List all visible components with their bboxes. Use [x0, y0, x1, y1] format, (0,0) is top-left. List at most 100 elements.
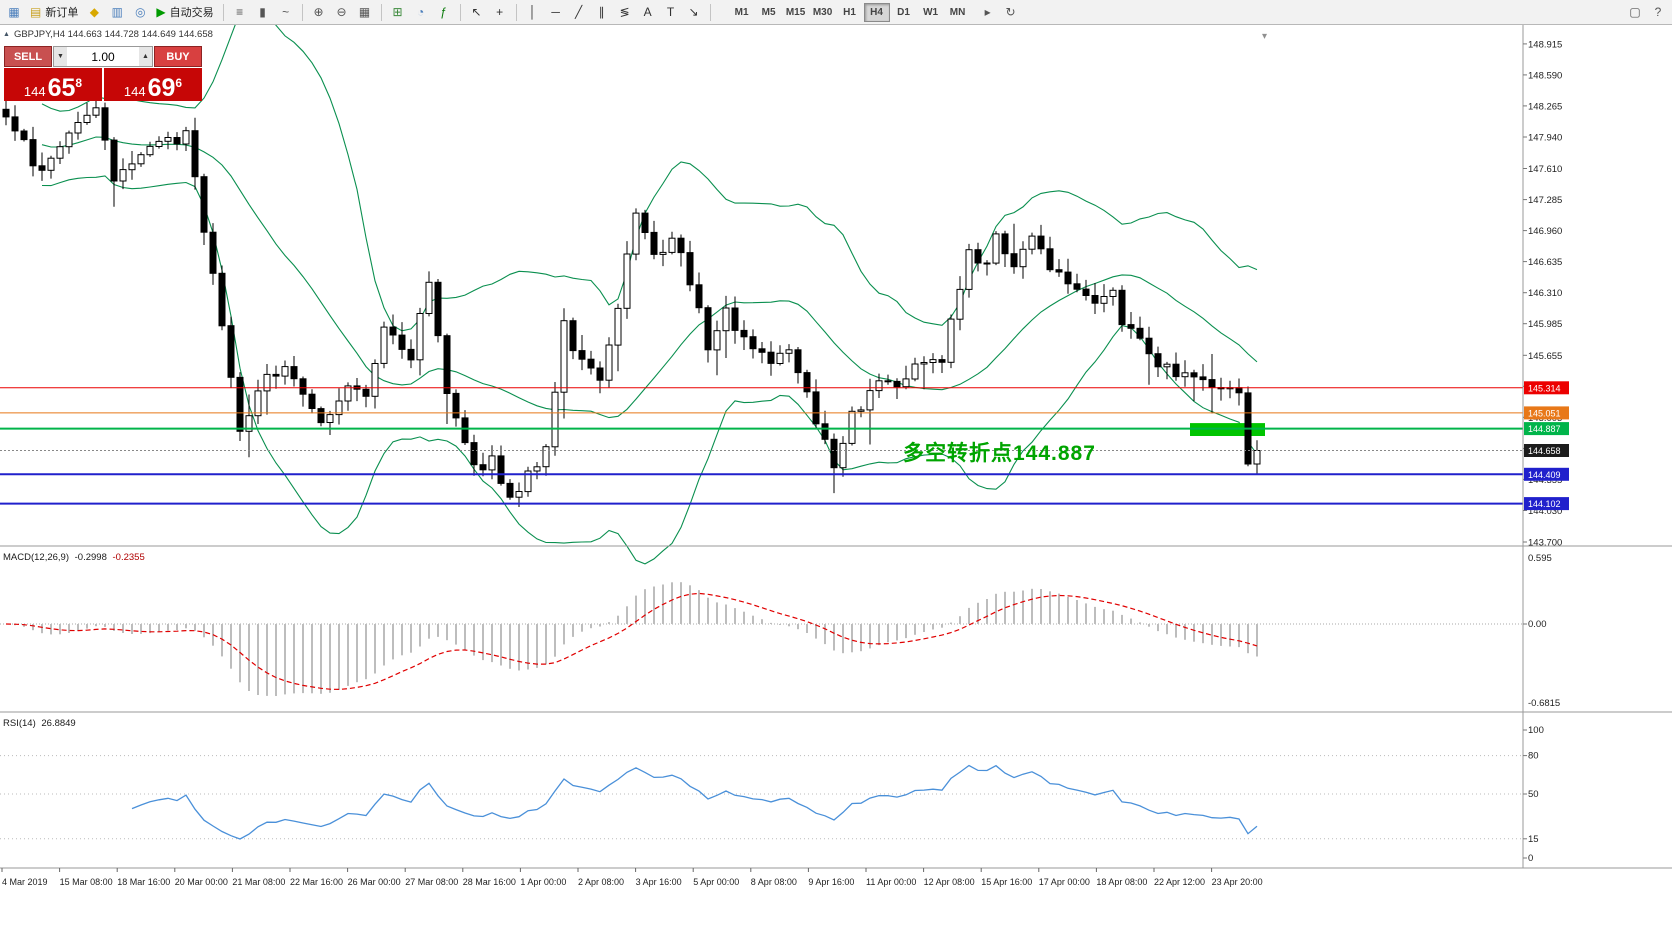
horizontal-line-icon[interactable]: ─	[545, 2, 567, 23]
toolbar-separator	[515, 3, 517, 21]
macd-indicator-label: MACD(12,26,9) -0.2998 -0.2355	[3, 552, 145, 563]
channel-icon: ∥	[598, 5, 605, 19]
current-price-label	[1524, 444, 1569, 457]
new-window-icon: ▢	[1629, 5, 1641, 19]
help-icon: ?	[1654, 5, 1662, 19]
new-window-icon[interactable]: ▢	[1624, 2, 1646, 23]
toolbar-separator	[459, 3, 461, 21]
toolbar-right: ▸ ↻	[977, 2, 1022, 23]
current-price-label-text: 144.658	[1528, 446, 1561, 456]
bid-price-display[interactable]: 144 65 8	[4, 68, 102, 101]
auto-scroll-icon[interactable]: ↻	[1000, 2, 1022, 23]
zoom-out-icon[interactable]: ⊖	[331, 2, 353, 23]
timeframe-w1-button[interactable]: W1	[918, 3, 944, 22]
buy-button[interactable]: BUY	[154, 46, 202, 67]
market-watch-icon[interactable]: ▥	[106, 2, 128, 23]
toolbar-separator	[709, 3, 711, 21]
price-level-label	[1524, 406, 1569, 420]
timeframe-h1-button[interactable]: H1	[837, 3, 863, 22]
price-axis-label: 148.265	[1528, 101, 1562, 112]
macd-main-value: -0.2998	[74, 552, 107, 563]
date-axis-label: 3 Apr 16:00	[636, 877, 682, 887]
date-axis-label: 17 Apr 00:00	[1039, 877, 1090, 887]
date-axis-label: 12 Apr 08:00	[924, 877, 975, 887]
timeframe-d1-button[interactable]: D1	[891, 3, 917, 22]
period-clock-icon[interactable]: ◔	[410, 2, 432, 23]
new-order-button[interactable]: ▤ 新订单	[26, 2, 82, 23]
vertical-line-icon[interactable]: │	[522, 2, 544, 23]
price-level-label	[1524, 381, 1569, 395]
price-level-label-text: 144.409	[1528, 470, 1561, 480]
new-order-button-label: 新订单	[45, 7, 79, 19]
price-level-label-text: 144.102	[1528, 499, 1561, 509]
label-tool-icon[interactable]: T	[660, 2, 682, 23]
date-axis-label: 15 Apr 16:00	[981, 877, 1032, 887]
volume-increase-button[interactable]: ▲	[139, 47, 152, 66]
fibonacci-icon[interactable]: ≶	[614, 2, 636, 23]
price-level-label-text: 145.314	[1528, 383, 1561, 393]
timeframe-m5-button[interactable]: M5	[756, 3, 782, 22]
ask-price-display[interactable]: 144 69 6	[104, 68, 202, 101]
bar-chart-icon[interactable]: ≡	[229, 2, 251, 23]
auto-trading-button[interactable]: ▶ 自动交易	[152, 2, 217, 23]
horizontal-line-icon: ─	[551, 5, 560, 19]
help-icon[interactable]: ?	[1647, 2, 1669, 23]
channel-icon[interactable]: ∥	[591, 2, 613, 23]
sell-button[interactable]: SELL	[4, 46, 52, 67]
cursor-icon: ↖	[471, 5, 482, 19]
arrows-tool-icon: ↘	[688, 5, 699, 19]
timeframe-h4-button[interactable]: H4	[863, 2, 890, 22]
date-axis-label: 22 Mar 16:00	[290, 877, 343, 887]
crosshair-icon[interactable]: +	[489, 2, 511, 23]
pivot-annotation-text[interactable]: 多空转折点144.887	[903, 442, 1096, 465]
profiles-icon[interactable]: ◆	[83, 2, 105, 23]
auto-trading-icon: ▶	[156, 5, 166, 19]
toolbar-separator	[222, 3, 224, 21]
indicators-icon[interactable]: ƒ	[433, 2, 455, 23]
price-level-label	[1524, 467, 1569, 481]
chart-list-icon[interactable]: ⊞	[387, 2, 409, 23]
price-axis-label: 147.285	[1528, 195, 1562, 206]
date-axis-label: 1 Apr 00:00	[520, 877, 566, 887]
macd-name: MACD(12,26,9)	[3, 552, 69, 563]
new-chart-icon[interactable]: ▦	[3, 2, 25, 23]
volume-input[interactable]	[67, 47, 139, 66]
zoom-in-icon: ⊕	[313, 5, 324, 19]
bid-price-big-digits: 65	[47, 74, 76, 102]
date-axis-label: 27 Mar 08:00	[405, 877, 458, 887]
profiles-icon: ◆	[89, 5, 99, 19]
navigator-icon[interactable]: ◎	[129, 2, 151, 23]
arrows-tool-icon[interactable]: ↘	[683, 2, 705, 23]
macd-axis-label: 0.00	[1528, 619, 1547, 630]
rsi-value: 26.8849	[41, 718, 76, 729]
trendline-icon[interactable]: ╱	[568, 2, 590, 23]
chart-shift-icon[interactable]: ▸	[977, 2, 999, 23]
timeframe-m1-button[interactable]: M1	[729, 3, 755, 22]
volume-decrease-button[interactable]: ▼	[54, 47, 67, 66]
text-tool-icon[interactable]: A	[637, 2, 659, 23]
price-level-label-text: 145.051	[1528, 408, 1561, 418]
price-axis-label: 147.610	[1528, 164, 1562, 175]
price-axis-label: 147.940	[1528, 133, 1562, 144]
symbol-ohlc-text: GBPJPY,H4 144.663 144.728 144.649 144.65…	[13, 29, 213, 40]
tile-windows-icon[interactable]: ▦	[354, 2, 376, 23]
vertical-line-icon: │	[528, 5, 537, 19]
line-chart-icon[interactable]: ~	[275, 2, 297, 23]
candlestick-chart-icon[interactable]: ▮	[252, 2, 274, 23]
timeframe-mn-button[interactable]: MN	[945, 3, 971, 22]
rsi-indicator-label: RSI(14) 26.8849	[3, 718, 76, 729]
market-watch-icon: ▥	[111, 5, 124, 19]
price-level-label	[1524, 497, 1569, 511]
rsi-axis-label: 80	[1528, 751, 1539, 762]
timeframe-m30-button[interactable]: M30	[810, 3, 836, 22]
date-axis-label: 20 Mar 00:00	[175, 877, 228, 887]
cursor-icon[interactable]: ↖	[466, 2, 488, 23]
timeframe-m15-button[interactable]: M15	[783, 3, 809, 22]
tile-windows-icon: ▦	[358, 5, 371, 19]
date-axis-label: 2 Apr 08:00	[578, 877, 624, 887]
zoom-in-icon[interactable]: ⊕	[308, 2, 330, 23]
date-axis-label: 9 Apr 16:00	[808, 877, 854, 887]
volume-control: ▼ ▲	[53, 46, 153, 67]
date-axis-label: 23 Apr 20:00	[1212, 877, 1263, 887]
chart-canvas[interactable]: 148.915 148.590 148.265 147.940 147.610 147.2…	[0, 25, 1672, 950]
